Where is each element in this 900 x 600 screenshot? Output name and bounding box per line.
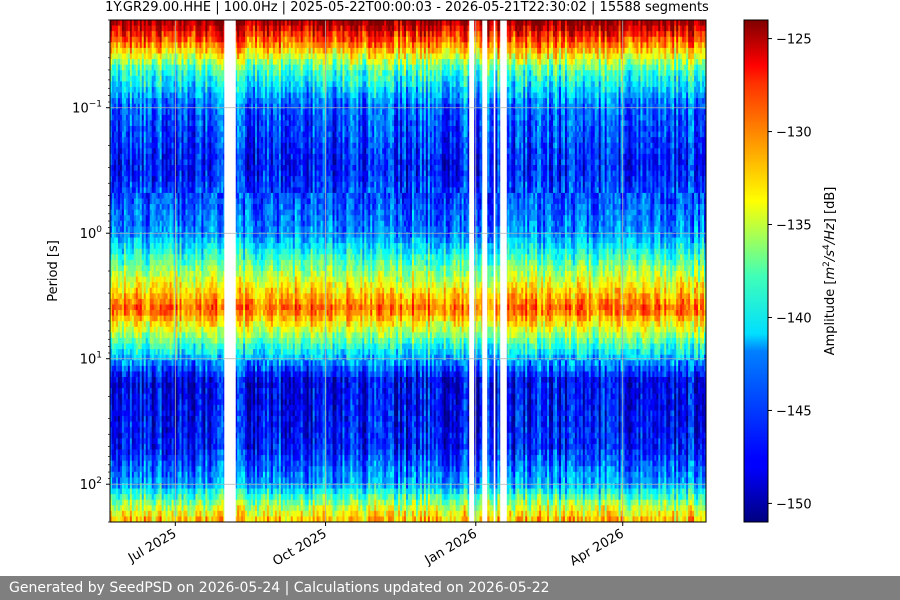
x-tick-label: Apr 2026 bbox=[568, 526, 627, 569]
y-axis-label: Period [s] bbox=[46, 240, 61, 302]
x-tick-label: Jul 2025 bbox=[125, 526, 179, 566]
y-axis: 10−1 100 101 102 bbox=[72, 20, 110, 522]
colorbar bbox=[744, 20, 768, 522]
y-tick-label: 100 bbox=[80, 225, 103, 242]
colorbar-tick-label: −125 bbox=[776, 33, 812, 48]
psd-chart: 1Y.GR29.00.HHE | 100.0Hz | 2025-05-22T00… bbox=[0, 0, 900, 576]
colorbar-tick-label: −145 bbox=[776, 404, 812, 419]
footer-text: Generated by SeedPSD on 2026-05-24 | Cal… bbox=[9, 580, 550, 596]
spectrogram-heatmap bbox=[110, 20, 707, 523]
y-tick-label: 101 bbox=[80, 351, 102, 368]
colorbar-tick-label: −135 bbox=[776, 219, 812, 234]
y-tick-label: 10−1 bbox=[72, 100, 102, 117]
data-gap bbox=[500, 20, 507, 522]
footer-bar: Generated by SeedPSD on 2026-05-24 | Cal… bbox=[0, 576, 900, 600]
x-axis: Jul 2025 Oct 2025 Jan 2026 Apr 2026 bbox=[125, 522, 627, 569]
data-gap bbox=[224, 20, 235, 522]
data-gap bbox=[482, 20, 487, 522]
x-tick-label: Oct 2025 bbox=[270, 526, 329, 569]
colorbar-ticks: −125 −130 −135 −140 −145 −150 bbox=[768, 33, 812, 513]
colorbar-label: Amplitude [m2/s4/Hz] [dB] bbox=[822, 187, 838, 356]
chart-title: 1Y.GR29.00.HHE | 100.0Hz | 2025-05-22T00… bbox=[105, 0, 709, 15]
y-tick-label: 102 bbox=[80, 476, 102, 493]
colorbar-tick-label: −150 bbox=[776, 497, 812, 512]
x-tick-label: Jan 2026 bbox=[422, 526, 480, 568]
colorbar-tick-label: −140 bbox=[776, 311, 812, 326]
data-gap bbox=[494, 20, 496, 522]
data-gap bbox=[469, 20, 474, 522]
colorbar-tick-label: −130 bbox=[776, 126, 812, 141]
